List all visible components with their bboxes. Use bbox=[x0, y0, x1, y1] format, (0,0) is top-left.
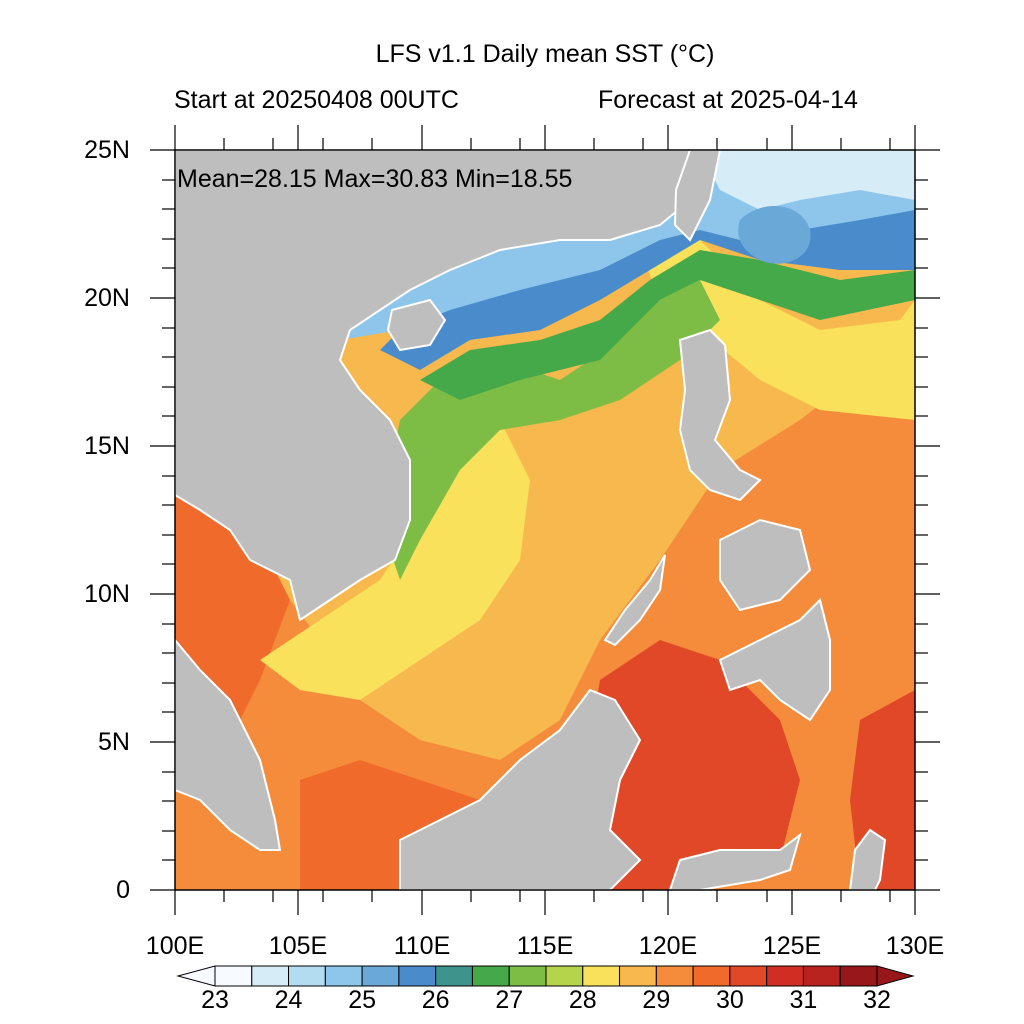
colorbar-swatch bbox=[655, 965, 694, 987]
colorbar-swatch bbox=[361, 965, 400, 987]
lat-label-5n: 5N bbox=[98, 728, 130, 756]
map-title: LFS v1.1 Daily mean SST (°C) bbox=[375, 40, 715, 68]
colorbar-swatch bbox=[398, 965, 437, 987]
colorbar-swatch bbox=[471, 965, 510, 987]
colorbar-min-arrow bbox=[176, 965, 216, 987]
sst-band-28-north bbox=[640, 240, 915, 420]
colorbar-label: 25 bbox=[348, 986, 377, 1014]
lat-label-15n: 15N bbox=[84, 432, 130, 460]
lon-label-125e: 125E bbox=[762, 932, 822, 960]
lat-ticks-left bbox=[150, 149, 175, 891]
sst-band-27 bbox=[380, 280, 720, 580]
lat-label-20n: 20N bbox=[84, 284, 130, 312]
land-visayas bbox=[719, 518, 812, 612]
colorbar-label: 29 bbox=[642, 986, 671, 1014]
colorbar-label: 24 bbox=[274, 986, 303, 1014]
lat-label-10n: 10N bbox=[84, 580, 130, 608]
land-mindanao bbox=[718, 598, 831, 722]
colorbar bbox=[176, 965, 915, 987]
land-hainan bbox=[386, 298, 447, 352]
land-halmahera bbox=[848, 828, 887, 890]
colorbar-label: 23 bbox=[201, 986, 229, 1014]
lon-label-100e: 100E bbox=[145, 932, 205, 960]
colorbar-swatch bbox=[288, 965, 326, 987]
colorbar-max-arrow bbox=[876, 965, 915, 987]
lon-label-110e: 110E bbox=[393, 932, 451, 960]
land-borneo bbox=[399, 688, 642, 890]
land-malay-peninsula bbox=[175, 638, 282, 851]
colorbar-swatch bbox=[692, 965, 731, 987]
colorbar-swatch bbox=[545, 965, 584, 987]
lon-label-115e: 115E bbox=[516, 932, 574, 960]
sst-band-31-east bbox=[580, 640, 800, 890]
sst-band-23 bbox=[700, 150, 915, 210]
colorbar-swatch bbox=[766, 965, 804, 987]
sst-band-26-green bbox=[420, 250, 915, 400]
lon-label-120e: 120E bbox=[638, 932, 698, 960]
colorbar-swatch bbox=[214, 965, 253, 987]
lon-ticks-top bbox=[174, 125, 916, 150]
colorbar-swatch bbox=[582, 965, 621, 987]
lat-label-25n: 25N bbox=[84, 136, 130, 164]
colorbar-swatch bbox=[508, 965, 547, 987]
land-sulawesi bbox=[668, 832, 802, 890]
colorbar-label: 31 bbox=[789, 986, 818, 1014]
land-palawan bbox=[603, 554, 666, 647]
start-time-label: Start at 20250408 00UTC bbox=[174, 86, 459, 114]
stats-label: Mean=28.15 Max=30.83 Min=18.55 bbox=[177, 165, 573, 193]
colorbar-swatch bbox=[802, 965, 841, 987]
land-mainland bbox=[175, 150, 702, 622]
forecast-time-label: Forecast at 2025-04-14 bbox=[598, 86, 858, 114]
lat-label-0: 0 bbox=[116, 876, 130, 904]
colorbar-label: 30 bbox=[715, 986, 744, 1014]
land-luzon bbox=[678, 328, 762, 502]
colorbar-swatch bbox=[435, 965, 473, 987]
colorbar-label: 28 bbox=[568, 986, 597, 1014]
colorbar-swatch bbox=[839, 965, 878, 987]
sst-eddy bbox=[738, 206, 811, 264]
colorbar-label: 26 bbox=[421, 986, 450, 1014]
land-taiwan bbox=[673, 150, 722, 242]
colorbar-label: 32 bbox=[863, 986, 891, 1014]
colorbar-swatch bbox=[729, 965, 768, 987]
colorbar-swatch bbox=[324, 965, 363, 987]
lat-ticks-right bbox=[915, 149, 940, 891]
lon-label-105e: 105E bbox=[268, 932, 328, 960]
colorbar-label: 27 bbox=[495, 986, 524, 1014]
lon-label-130e: 130E bbox=[885, 932, 945, 960]
colorbar-swatch bbox=[251, 965, 290, 987]
colorbar-swatch bbox=[619, 965, 657, 987]
lon-ticks-bottom bbox=[174, 890, 916, 915]
